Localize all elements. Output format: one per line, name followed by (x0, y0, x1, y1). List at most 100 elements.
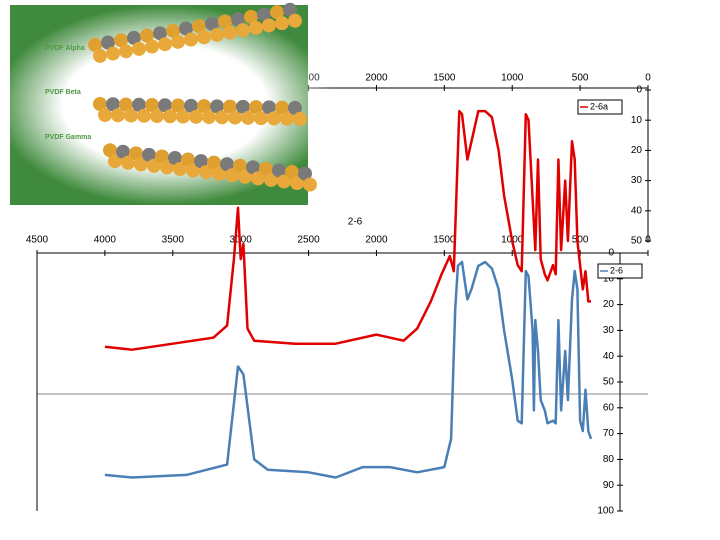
molecule-atom (259, 161, 273, 176)
y-tick-label: 90 (603, 480, 615, 491)
molecule-atom (228, 110, 242, 125)
pvdf-image: PVDF Alpha PVDF Beta PVDF Gamma (0, 2, 335, 205)
y-tick-label: 0 (608, 248, 614, 259)
y-tick-label: 0 (636, 85, 642, 96)
molecule-atom (231, 12, 245, 27)
x-tick-label: 1000 (501, 73, 524, 84)
molecule-atom (155, 149, 169, 164)
molecule-atom (262, 100, 276, 115)
molecule-atom (129, 146, 143, 161)
molecule-atom (179, 21, 193, 36)
molecule-atom (223, 25, 237, 40)
chart-title: 2-6 (348, 217, 363, 228)
molecule-atom (142, 147, 156, 162)
molecule-atom (197, 30, 211, 45)
molecule-atom (225, 168, 239, 183)
y-tick-label: 40 (631, 205, 643, 216)
molecule-atom (93, 48, 107, 63)
molecule-atom (220, 157, 234, 172)
molecule-atom (272, 163, 286, 178)
molecule-atom (212, 166, 226, 181)
image-label: PVDF Beta (45, 89, 81, 96)
molecule-atom (134, 157, 148, 172)
molecule-atom (293, 111, 307, 126)
molecule-atom (140, 28, 154, 43)
molecule-atom (147, 158, 161, 173)
y-tick-label: 50 (631, 236, 643, 247)
molecule-atom (280, 111, 294, 126)
y-tick-label: 10 (603, 273, 615, 284)
series-line (104, 260, 593, 479)
molecule-atom (106, 46, 120, 61)
x-tick-label: 1500 (433, 73, 456, 84)
molecule-atom (171, 98, 185, 113)
legend-box (577, 99, 623, 115)
molecule-atom (176, 109, 190, 124)
molecule-atom (233, 158, 247, 173)
molecule-atom (277, 174, 291, 189)
x-tick-label: 2000 (365, 235, 388, 246)
molecule-atom (257, 7, 271, 22)
molecule-atom (290, 176, 304, 191)
y-tick-label: 100 (597, 506, 614, 517)
molecule-atom (244, 9, 258, 24)
legend-box (597, 263, 643, 279)
molecule-atom (184, 98, 198, 113)
y-tick-label: 20 (631, 145, 643, 156)
molecule-atom (108, 154, 122, 169)
molecule-atom (249, 100, 263, 115)
molecule-atom (158, 37, 172, 52)
molecule-atom (111, 108, 125, 123)
molecule-atom (132, 97, 146, 112)
molecule-atom (121, 155, 135, 170)
molecule-atom (171, 34, 185, 49)
molecule-atom (298, 166, 312, 181)
x-tick-label: 4000 (94, 235, 117, 246)
x-tick-label: 2000 (365, 73, 388, 84)
molecule-atom (101, 35, 115, 50)
y-tick-label: 40 (603, 351, 615, 362)
molecule-atom (88, 37, 102, 52)
molecule-atom (163, 109, 177, 124)
molecule-atom (150, 109, 164, 124)
molecule-atom (93, 97, 107, 111)
molecule-atom (283, 2, 297, 17)
molecule-atom (270, 5, 284, 20)
molecule-atom (246, 160, 260, 175)
molecule-atom (202, 110, 216, 125)
molecule-atom (181, 152, 195, 167)
molecule-atom (145, 39, 159, 54)
y-tick-label: 60 (603, 402, 615, 413)
molecule-atom (275, 100, 289, 115)
x-tick-label: 3500 (162, 235, 185, 246)
molecule-atom (116, 144, 130, 159)
molecule-atom (127, 30, 141, 45)
molecule-atom (158, 98, 172, 113)
image-label: PVDF Alpha (45, 45, 85, 52)
x-tick-label: 500 (572, 73, 589, 84)
molecule-atom (132, 41, 146, 56)
molecule-atom (103, 143, 117, 158)
molecule-atom (194, 154, 208, 169)
molecule-atom (160, 160, 174, 175)
molecule-atom (285, 165, 299, 180)
molecule-atom (124, 108, 138, 123)
y-tick-label: 20 (603, 299, 615, 310)
molecule-atom (236, 99, 250, 114)
molecule-atom (145, 98, 159, 113)
molecule-atom (166, 23, 180, 38)
molecule-atom (218, 14, 232, 29)
legend-label: 2-6a (590, 101, 608, 111)
molecule-atom (215, 110, 229, 125)
molecule-atom (192, 19, 206, 34)
molecule-atom (249, 20, 263, 35)
molecule-atom (153, 26, 167, 41)
molecule-atom (262, 18, 276, 33)
x-tick-label: 2500 (297, 235, 320, 246)
y-tick-label: 30 (603, 325, 615, 336)
molecule-atom (199, 165, 213, 180)
x-tick-label: 1500 (433, 235, 456, 246)
molecule-atom (264, 172, 278, 187)
